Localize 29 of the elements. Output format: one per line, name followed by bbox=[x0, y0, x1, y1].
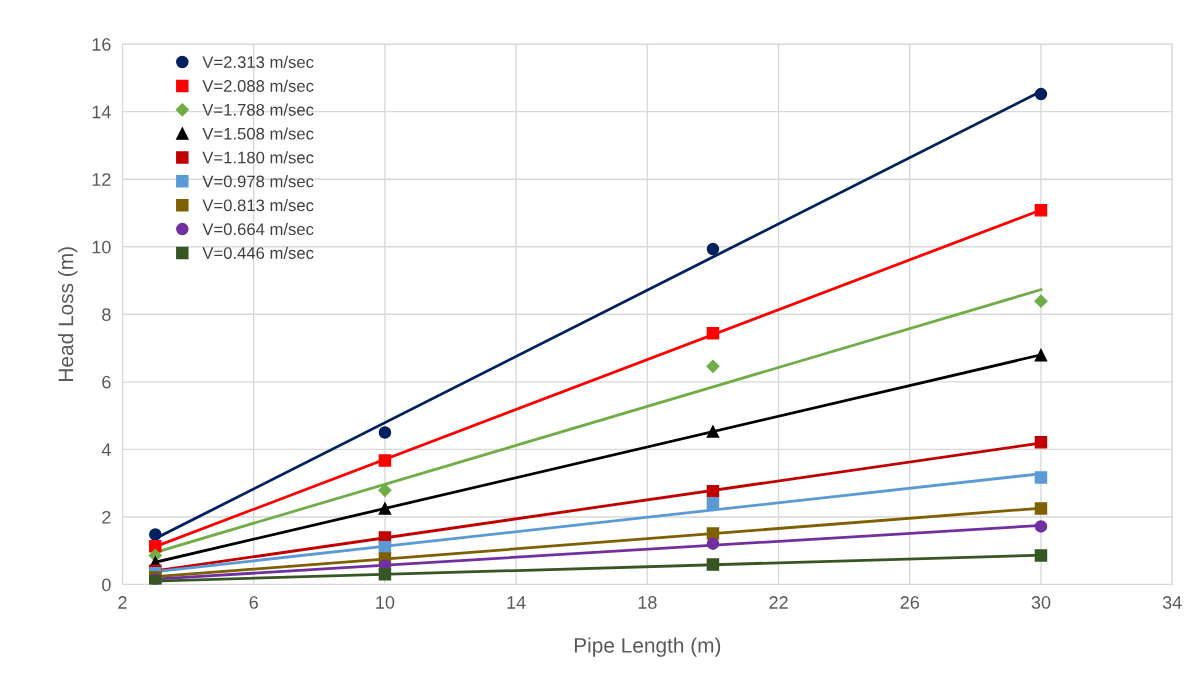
legend-label: V=0.978 m/sec bbox=[202, 175, 314, 188]
x-tick-label: 18 bbox=[638, 596, 657, 609]
legend-label: V=0.446 m/sec bbox=[202, 246, 314, 259]
legend-label: V=2.313 m/sec bbox=[202, 55, 314, 69]
legend-label: V=0.813 m/sec bbox=[202, 198, 314, 212]
y-tick-label: 4 bbox=[101, 443, 111, 456]
legend-label: V=0.664 m/sec bbox=[202, 222, 314, 236]
x-tick-label: 10 bbox=[376, 596, 395, 609]
y-tick-label: 6 bbox=[102, 375, 111, 389]
y-tick-label: 12 bbox=[92, 173, 111, 186]
y-tick-label: 8 bbox=[102, 308, 111, 322]
x-tick-label: 34 bbox=[1162, 596, 1182, 609]
x-tick-label: 26 bbox=[900, 596, 920, 609]
legend-label: V=2.088 m/sec bbox=[202, 79, 314, 92]
legend-label: V=1.788 m/sec bbox=[202, 103, 314, 116]
y-tick-label: 2 bbox=[102, 510, 111, 524]
y-tick-label: 0 bbox=[102, 578, 111, 592]
x-axis-title: Pipe Length (m) bbox=[574, 637, 721, 657]
x-tick-label: 30 bbox=[1031, 596, 1051, 609]
x-tick-label: 14 bbox=[507, 596, 526, 609]
x-tick-label: 2 bbox=[118, 596, 127, 609]
y-tick-label: 14 bbox=[92, 105, 111, 119]
y-tick-label: 10 bbox=[92, 240, 111, 254]
x-tick-label: 22 bbox=[769, 596, 788, 609]
x-tick-label: 6 bbox=[249, 596, 258, 609]
y-tick-label: 16 bbox=[92, 38, 111, 51]
y-axis-title: Head Loss (m) bbox=[58, 247, 78, 381]
legend-label: V=1.508 m/sec bbox=[202, 127, 314, 140]
legend-label: V=1.180 m/sec bbox=[202, 151, 314, 164]
